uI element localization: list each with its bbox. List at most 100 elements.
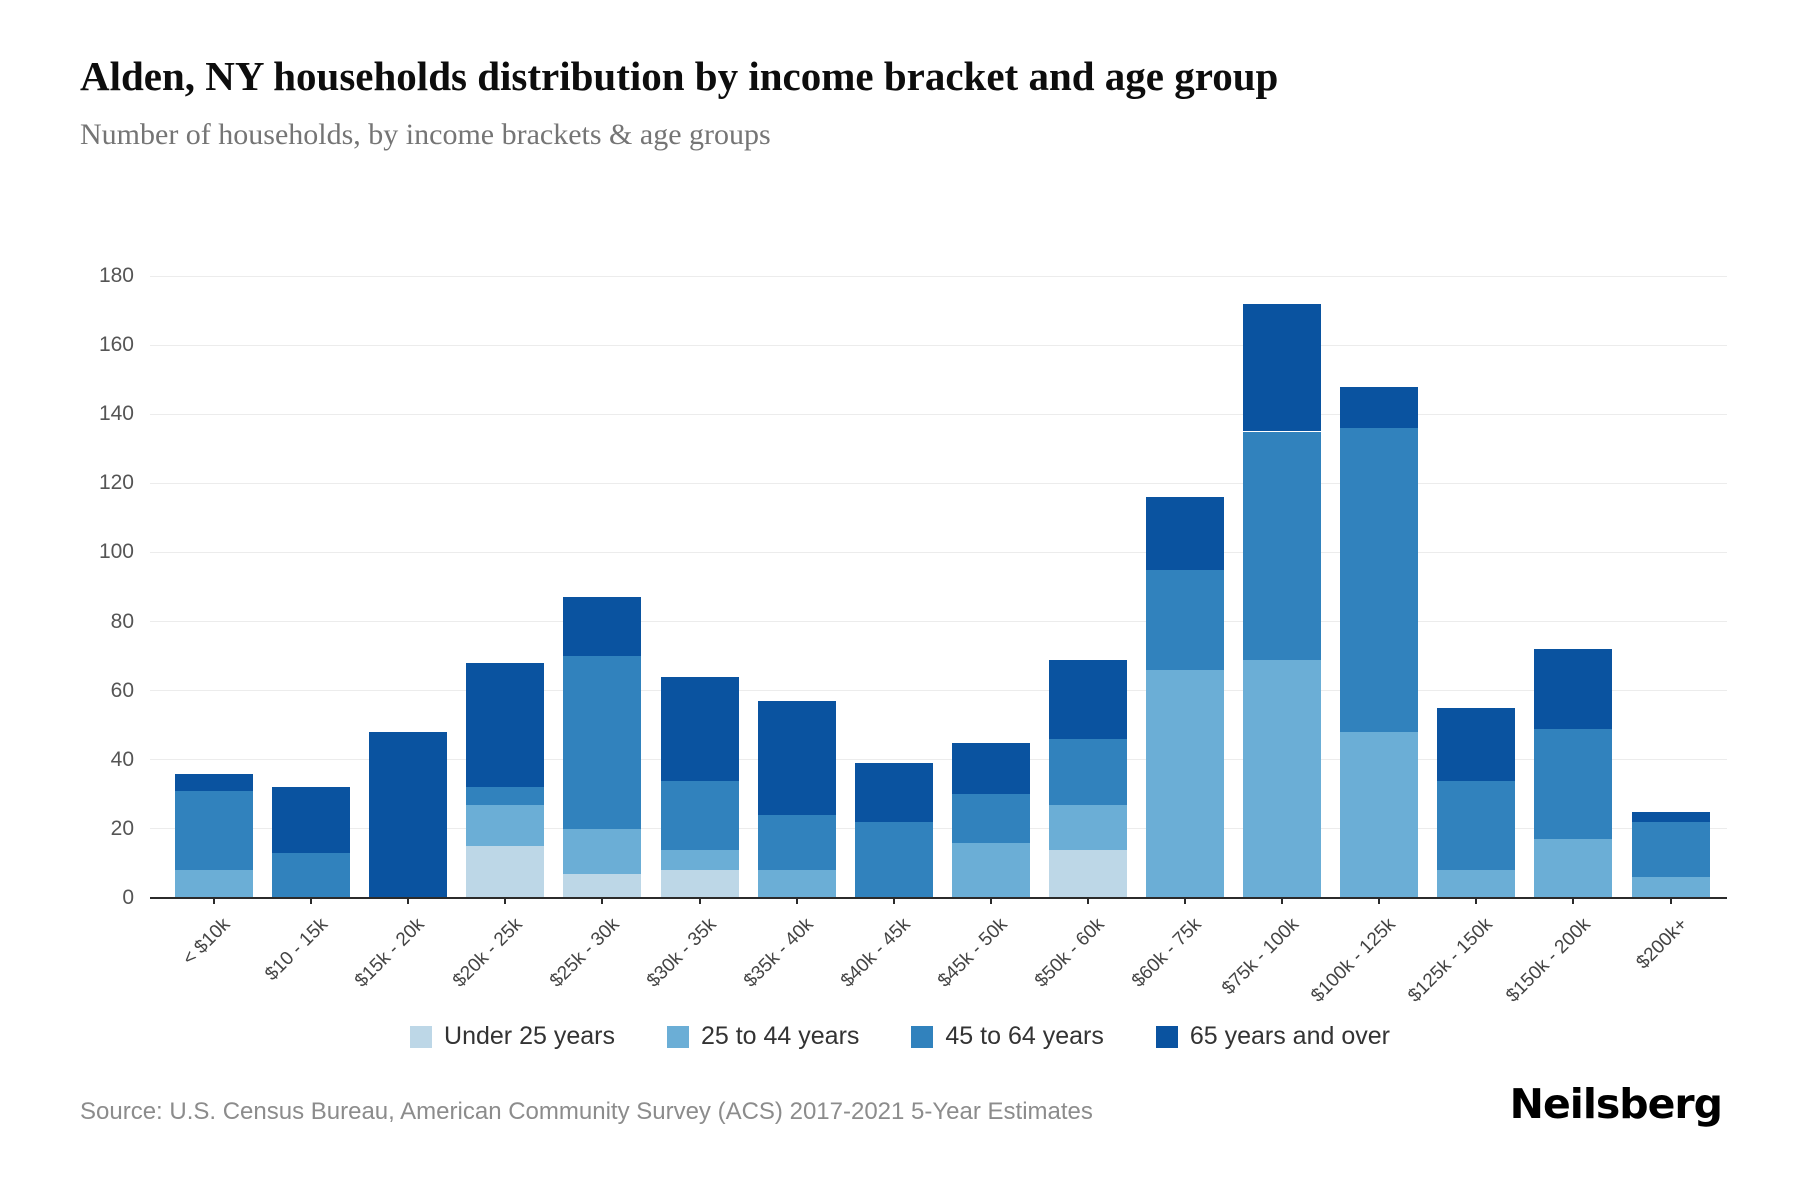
- bar-segment[interactable]: [1631, 877, 1710, 898]
- x-axis-tick: [601, 898, 604, 904]
- x-axis-tick-label: < $10k: [179, 914, 235, 970]
- bar-segment[interactable]: [1048, 804, 1127, 850]
- bar-segment[interactable]: [1437, 707, 1516, 781]
- bar-segment[interactable]: [1146, 569, 1224, 670]
- x-axis-tick-label: $200k+: [1632, 914, 1692, 974]
- legend-label: 25 to 44 years: [700, 1022, 860, 1050]
- bar-segment[interactable]: [1534, 649, 1613, 729]
- x-axis-tick-label: $40k - 45k: [836, 914, 915, 992]
- bar-segment[interactable]: [466, 663, 545, 788]
- bar-segment[interactable]: [1048, 659, 1127, 740]
- x-axis-tick-label: $50k - 60k: [1031, 914, 1109, 992]
- bar-segment[interactable]: [563, 656, 642, 829]
- y-axis-tick-label: 20: [110, 816, 134, 840]
- bar-segment[interactable]: [272, 787, 351, 854]
- bar-segment[interactable]: [1048, 739, 1127, 805]
- x-axis-tick-label: $60k - 75k: [1128, 914, 1206, 992]
- x-axis-tick: [1184, 898, 1186, 904]
- x-axis-tick: [795, 898, 798, 904]
- bar-segment[interactable]: [1048, 849, 1127, 898]
- bar-segment[interactable]: [1243, 659, 1322, 898]
- x-axis-tick: [1281, 898, 1284, 904]
- bar-segment[interactable]: [660, 676, 739, 781]
- bar-segment[interactable]: [466, 846, 545, 898]
- x-axis-tick: [698, 898, 701, 904]
- gridline: [150, 759, 1727, 761]
- y-axis-tick-label: 60: [110, 678, 134, 702]
- legend-swatch-icon: [911, 1025, 934, 1048]
- bar-segment[interactable]: [1340, 428, 1419, 733]
- x-axis-tick-label: $125k - 150k: [1404, 914, 1498, 1007]
- bar-segment[interactable]: [951, 842, 1030, 898]
- x-axis-tick: [1378, 898, 1381, 904]
- chart-title: Alden, NY households distribution by inc…: [80, 53, 1279, 99]
- y-axis-tick-label: 100: [98, 540, 134, 564]
- x-axis-line: [150, 897, 1727, 899]
- y-axis-tick-label: 160: [98, 333, 134, 357]
- gridline: [150, 551, 1727, 553]
- bar-segment[interactable]: [175, 870, 253, 898]
- bar-segment[interactable]: [175, 773, 253, 791]
- y-axis-tick-label: 0: [122, 886, 134, 909]
- bar-segment[interactable]: [854, 821, 933, 898]
- bar-segment[interactable]: [1243, 431, 1322, 660]
- bar-segment[interactable]: [175, 790, 253, 871]
- bar-segment[interactable]: [1437, 780, 1516, 871]
- legend-label: 45 to 64 years: [945, 1022, 1104, 1050]
- x-axis-tick-label: $100k - 125k: [1307, 914, 1401, 1007]
- legend-item[interactable]: Under 25 years: [410, 1022, 615, 1051]
- bar-segment[interactable]: [951, 742, 1030, 795]
- y-axis-tick-label: 180: [98, 264, 134, 287]
- bar-segment[interactable]: [660, 870, 739, 898]
- bar-segment[interactable]: [563, 873, 642, 898]
- bar-segment[interactable]: [369, 732, 448, 898]
- bar-segment[interactable]: [466, 787, 545, 805]
- x-axis-tick-label: $20k - 25k: [448, 914, 527, 992]
- x-axis-tick: [892, 898, 895, 904]
- bar-segment[interactable]: [1340, 732, 1419, 898]
- x-axis-tick-label: $45k - 50k: [934, 914, 1012, 992]
- bar-segment[interactable]: [466, 804, 545, 847]
- bar-segment[interactable]: [854, 763, 933, 822]
- bar-segment[interactable]: [660, 849, 739, 871]
- bar-segment[interactable]: [757, 701, 836, 816]
- bar-segment[interactable]: [1146, 669, 1224, 898]
- bar-segment[interactable]: [1534, 839, 1613, 898]
- y-axis-tick-label: 80: [110, 609, 134, 633]
- x-axis-tick: [504, 898, 507, 904]
- x-axis-tick: [989, 898, 992, 904]
- bar-segment[interactable]: [757, 870, 836, 898]
- legend: Under 25 years 25 to 44 years 45 to 64 yea…: [0, 1022, 1800, 1051]
- bar-segment[interactable]: [660, 780, 739, 850]
- gridline: [150, 690, 1727, 692]
- bar-segment[interactable]: [1437, 870, 1516, 898]
- bar-segment[interactable]: [563, 597, 642, 657]
- bar-segment[interactable]: [1243, 303, 1322, 432]
- bar-segment[interactable]: [563, 828, 642, 874]
- x-axis-tick-label: $150k - 200k: [1501, 914, 1595, 1007]
- y-axis-tick-label: 120: [98, 471, 134, 495]
- brand-logo: Neilsberg: [1509, 1080, 1723, 1128]
- legend-item[interactable]: 45 to 64 years: [911, 1022, 1104, 1051]
- legend-item[interactable]: 25 to 44 years: [666, 1022, 860, 1051]
- bar-segment[interactable]: [272, 853, 351, 898]
- x-axis-tick-label: $10 - 15k: [261, 914, 332, 985]
- gridline: [150, 413, 1727, 415]
- y-axis-tick-label: 40: [110, 747, 134, 771]
- bar-segment[interactable]: [757, 815, 836, 871]
- legend-item[interactable]: 65 years and over: [1155, 1022, 1390, 1051]
- bar-segment[interactable]: [1340, 386, 1419, 429]
- bar-segment[interactable]: [951, 794, 1030, 843]
- gridline: [150, 482, 1727, 484]
- bar-segment[interactable]: [1631, 811, 1710, 822]
- legend-swatch-icon: [666, 1025, 689, 1048]
- legend-swatch-icon: [1155, 1025, 1178, 1048]
- x-axis-tick: [1475, 898, 1478, 904]
- x-axis-tick: [1572, 898, 1575, 904]
- bar-segment[interactable]: [1534, 728, 1613, 840]
- y-axis-tick-label: 140: [98, 402, 134, 426]
- chart-subtitle: Number of households, by income brackets…: [80, 118, 771, 151]
- bar-segment[interactable]: [1631, 821, 1710, 878]
- bar-segment[interactable]: [1146, 497, 1224, 570]
- x-axis-tick-label: $25k - 30k: [545, 914, 624, 992]
